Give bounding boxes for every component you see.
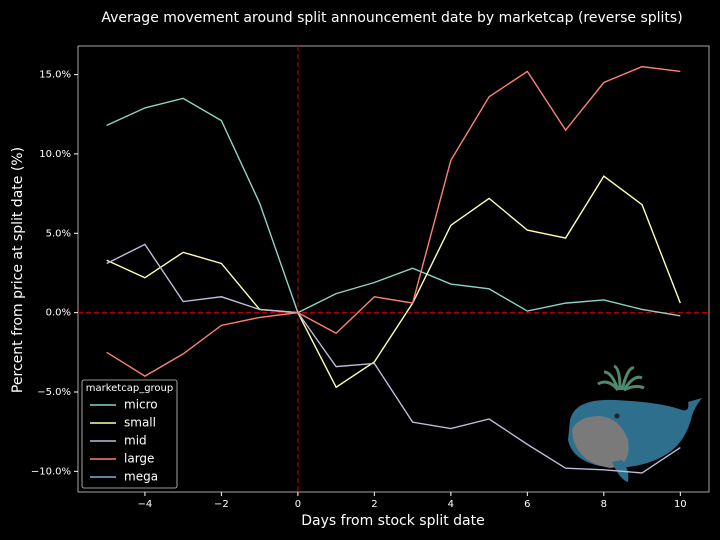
x-tick-label: 2 — [371, 499, 377, 510]
y-tick-label: 0.0% — [46, 308, 71, 319]
x-tick-label: −2 — [214, 499, 229, 510]
series-line — [106, 97, 681, 317]
legend-label: mega — [124, 470, 158, 484]
legend-box — [81, 379, 178, 489]
series-line — [106, 65, 681, 377]
plot-frame — [77, 45, 710, 493]
x-tick-label: 0 — [295, 499, 301, 510]
x-tick-label: 10 — [674, 499, 687, 510]
x-axis-label: Days from stock split date — [301, 513, 485, 529]
x-tick-label: 6 — [524, 499, 530, 510]
y-tick-label: −10.0% — [31, 466, 71, 477]
series-line — [106, 175, 681, 389]
legend-label: small — [124, 416, 156, 430]
y-tick-label: 10.0% — [39, 149, 71, 160]
x-tick-label: 8 — [601, 499, 607, 510]
legend-label: large — [124, 452, 154, 466]
x-tick-label: 4 — [448, 499, 454, 510]
x-tick-label: −4 — [138, 499, 153, 510]
series-line — [106, 243, 681, 474]
y-tick-label: −5.0% — [37, 387, 71, 398]
y-tick-label: 15.0% — [39, 70, 71, 81]
y-tick-label: 5.0% — [46, 228, 71, 239]
legend-title: marketcap_group — [86, 383, 174, 394]
y-axis-label: Percent from price at split date (%) — [10, 147, 26, 393]
legend-label: mid — [124, 434, 147, 448]
chart-title: Average movement around split announceme… — [101, 10, 682, 26]
whale — [568, 364, 702, 482]
legend-label: micro — [124, 398, 158, 412]
